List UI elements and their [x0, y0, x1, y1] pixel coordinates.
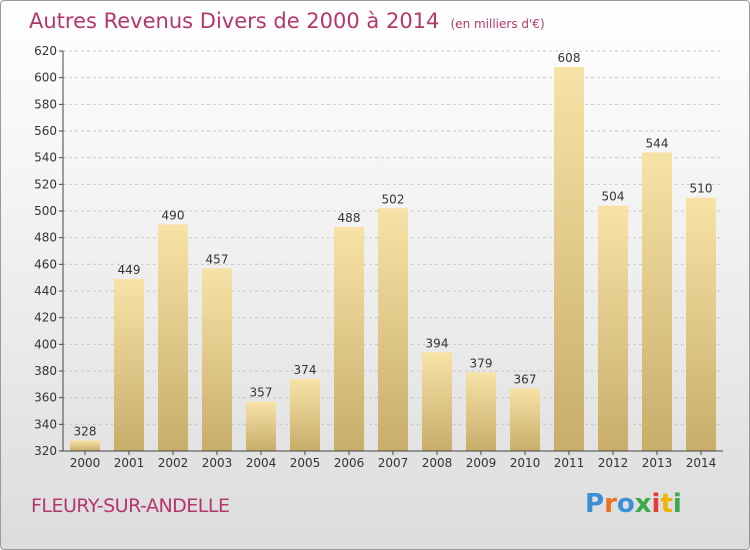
y-tick-label: 340 [34, 417, 57, 431]
bar-2004 [246, 401, 276, 451]
bar-value-label: 490 [162, 208, 185, 222]
bar-value-label: 608 [558, 51, 581, 65]
y-tick-label: 560 [34, 124, 57, 138]
x-tick-label: 2010 [510, 456, 541, 470]
y-tick-label: 500 [34, 204, 57, 218]
bar-value-label: 374 [294, 363, 317, 377]
x-tick-label: 2002 [158, 456, 189, 470]
bar-2014 [686, 197, 716, 451]
x-tick-label: 2007 [378, 456, 409, 470]
bar-2003 [202, 268, 232, 451]
bar-2012 [598, 205, 628, 451]
bar-2011 [554, 67, 584, 451]
bar-value-label: 544 [646, 136, 669, 150]
y-tick-label: 460 [34, 257, 57, 271]
bar-2008 [422, 352, 452, 451]
x-tick-label: 2005 [290, 456, 321, 470]
y-tick-label: 380 [34, 364, 57, 378]
y-tick-label: 600 [34, 71, 57, 85]
x-tick-label: 2008 [422, 456, 453, 470]
x-tick-label: 2003 [202, 456, 233, 470]
bar-value-label: 488 [338, 211, 361, 225]
y-tick-label: 320 [34, 444, 57, 458]
bar-value-label: 457 [206, 252, 229, 266]
axes: 320 340 360 380 400 420 440 460 480 500 520 540 560 5… [34, 44, 723, 470]
y-tick-label: 420 [34, 311, 57, 325]
bar-2005 [290, 379, 320, 451]
y-tick-label: 480 [34, 231, 57, 245]
bar-value-label: 504 [602, 190, 625, 204]
city-name: FLEURY-SUR-ANDELLE [31, 495, 230, 517]
proxiti-logo: Proxiti [585, 489, 682, 519]
bars: 328 449 490 457 357 374 488 502 394 379 367 608 504 5… [70, 51, 716, 452]
bar-value-label: 367 [514, 372, 537, 386]
x-tick-label: 2012 [598, 456, 629, 470]
x-tick-label: 2014 [686, 456, 717, 470]
y-tick-label: 520 [34, 177, 57, 191]
x-tick-label: 2011 [554, 456, 585, 470]
bar-2002 [158, 224, 188, 451]
chart-title-block: Autres Revenus Divers de 2000 à 2014 (en… [29, 9, 545, 33]
bar-value-label: 510 [690, 182, 713, 196]
y-tick-label: 540 [34, 151, 57, 165]
y-tick-label: 440 [34, 284, 57, 298]
bar-value-label: 449 [118, 263, 141, 277]
chart-title: Autres Revenus Divers de 2000 à 2014 [29, 9, 440, 33]
bar-value-label: 357 [250, 386, 273, 400]
y-tick-label: 400 [34, 337, 57, 351]
bar-2006 [334, 227, 364, 451]
x-tick-label: 2006 [334, 456, 365, 470]
y-tick-label: 580 [34, 97, 57, 111]
bar-2000 [70, 440, 100, 451]
bar-2007 [378, 208, 408, 451]
bar-value-label: 379 [470, 356, 493, 370]
bar-2001 [114, 279, 144, 451]
y-tick-label: 360 [34, 391, 57, 405]
bar-value-label: 502 [382, 192, 405, 206]
bar-value-label: 394 [426, 336, 449, 350]
bar-2010 [510, 388, 540, 451]
x-tick-label: 2000 [70, 456, 101, 470]
bar-value-label: 328 [74, 424, 97, 438]
x-tick-label: 2013 [642, 456, 673, 470]
x-tick-label: 2009 [466, 456, 497, 470]
y-tick-label: 620 [34, 44, 57, 58]
x-tick-label: 2001 [114, 456, 145, 470]
x-tick-label: 2004 [246, 456, 277, 470]
bar-2009 [466, 372, 496, 451]
bar-2013 [642, 152, 672, 452]
chart-unit-label: (en milliers d'€) [450, 17, 545, 31]
